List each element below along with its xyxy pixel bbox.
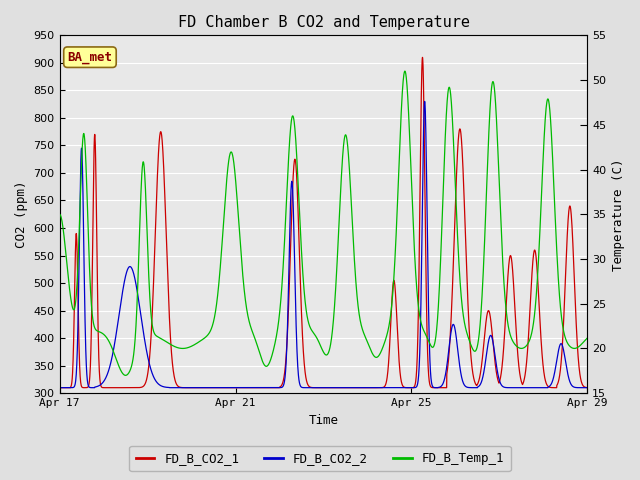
Text: BA_met: BA_met: [67, 51, 113, 64]
Y-axis label: Temperature (C): Temperature (C): [612, 158, 625, 271]
Y-axis label: CO2 (ppm): CO2 (ppm): [15, 180, 28, 248]
X-axis label: Time: Time: [308, 414, 339, 427]
Title: FD Chamber B CO2 and Temperature: FD Chamber B CO2 and Temperature: [177, 15, 470, 30]
Legend: FD_B_CO2_1, FD_B_CO2_2, FD_B_Temp_1: FD_B_CO2_1, FD_B_CO2_2, FD_B_Temp_1: [129, 446, 511, 471]
